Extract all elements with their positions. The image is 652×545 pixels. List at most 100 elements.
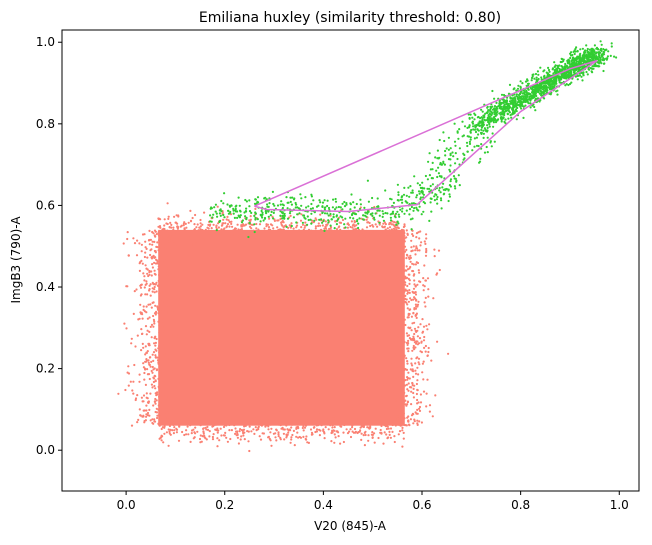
selected-point xyxy=(522,95,525,98)
background-point xyxy=(391,430,394,433)
selected-point xyxy=(466,126,469,129)
background-point xyxy=(338,221,341,224)
background-point xyxy=(385,284,388,287)
selected-point xyxy=(241,219,244,222)
selected-point xyxy=(364,214,367,217)
background-point xyxy=(343,233,346,236)
background-point xyxy=(226,215,229,218)
background-point xyxy=(197,229,200,232)
background-point xyxy=(166,375,169,379)
background-point xyxy=(405,394,408,397)
background-point xyxy=(300,226,303,229)
selected-point xyxy=(261,213,264,216)
background-point xyxy=(171,238,174,241)
background-point xyxy=(367,434,370,437)
selected-point xyxy=(573,59,576,62)
background-point xyxy=(167,428,170,431)
background-point xyxy=(149,303,152,306)
background-point xyxy=(311,237,314,240)
background-point xyxy=(238,430,241,433)
background-point xyxy=(412,335,415,338)
background-point xyxy=(410,329,413,332)
background-point xyxy=(393,354,396,357)
selected-point xyxy=(344,217,347,220)
selected-point xyxy=(500,113,503,116)
selected-point xyxy=(267,205,270,208)
background-point xyxy=(398,348,401,352)
selected-point xyxy=(372,216,376,219)
background-point xyxy=(165,246,168,249)
selected-point xyxy=(590,47,593,50)
background-point xyxy=(388,269,391,272)
background-point xyxy=(177,381,180,385)
background-point xyxy=(255,227,258,230)
background-point xyxy=(310,431,314,434)
background-point xyxy=(376,235,379,238)
background-point xyxy=(134,345,137,348)
background-point xyxy=(397,281,400,284)
selected-point xyxy=(344,226,347,229)
background-point xyxy=(395,228,398,231)
background-point xyxy=(373,432,376,435)
background-point xyxy=(418,337,422,340)
background-point xyxy=(401,279,404,282)
selected-point xyxy=(491,89,494,93)
background-point xyxy=(161,310,164,313)
background-point xyxy=(264,232,268,235)
selected-point xyxy=(438,189,441,192)
background-point xyxy=(393,351,396,354)
background-point xyxy=(342,431,345,434)
background-point xyxy=(170,355,173,358)
background-point xyxy=(231,409,234,412)
selected-point xyxy=(405,201,408,204)
selected-point xyxy=(535,94,538,98)
background-point xyxy=(359,422,362,425)
background-point xyxy=(165,253,168,256)
background-point xyxy=(258,223,262,226)
selected-point xyxy=(511,94,514,97)
background-point xyxy=(228,429,231,432)
background-point xyxy=(228,423,231,427)
background-point xyxy=(132,237,135,240)
background-point xyxy=(166,238,169,241)
selected-point xyxy=(513,110,517,113)
background-point xyxy=(404,424,407,427)
selected-point xyxy=(248,199,251,202)
selected-point xyxy=(378,214,381,217)
background-point xyxy=(161,435,164,438)
background-point xyxy=(166,345,169,348)
background-point xyxy=(308,415,311,418)
background-point xyxy=(142,305,145,308)
background-point xyxy=(318,434,321,437)
background-point xyxy=(403,245,407,248)
background-point xyxy=(233,230,237,233)
background-point xyxy=(416,329,419,332)
background-point xyxy=(389,272,392,275)
background-point xyxy=(152,380,155,384)
background-point xyxy=(412,287,416,290)
background-point xyxy=(414,297,417,300)
selected-point xyxy=(243,211,246,214)
selected-point xyxy=(531,104,534,107)
background-point xyxy=(407,316,410,319)
background-point xyxy=(211,438,215,441)
selected-point xyxy=(471,149,474,152)
background-point xyxy=(388,258,391,261)
background-point xyxy=(179,297,182,300)
selected-point xyxy=(488,112,491,115)
background-point xyxy=(393,332,396,335)
background-point xyxy=(330,229,333,232)
background-point xyxy=(257,235,260,238)
background-point xyxy=(165,289,168,292)
background-point xyxy=(330,440,333,443)
background-point xyxy=(154,410,157,414)
background-point xyxy=(157,279,160,282)
background-point xyxy=(136,334,139,337)
selected-point xyxy=(319,201,322,204)
background-point xyxy=(206,428,210,431)
background-point xyxy=(176,325,179,328)
background-point xyxy=(418,409,422,412)
selected-point xyxy=(467,113,470,116)
background-point xyxy=(169,221,172,224)
background-point xyxy=(150,323,154,326)
